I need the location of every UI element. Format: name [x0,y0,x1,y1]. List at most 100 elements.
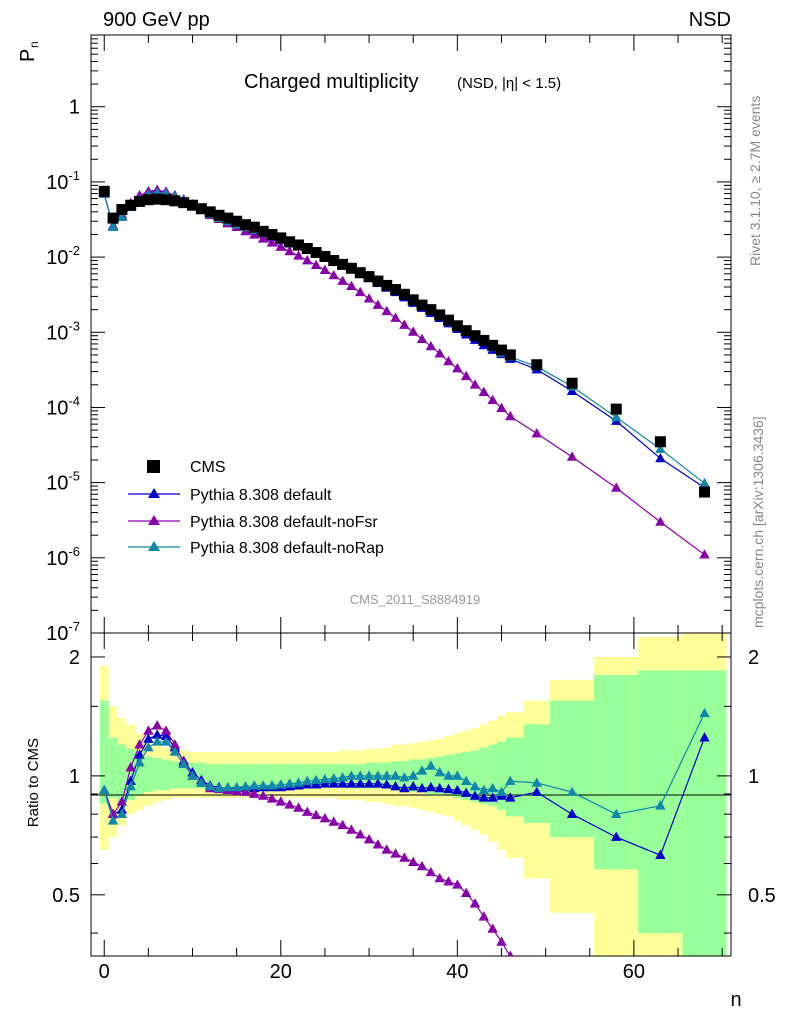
band-inner [179,761,189,789]
series-point-nofsr [293,250,304,260]
ratio-point-norap [275,779,287,789]
ratio-point-nofsr [169,739,181,749]
series-point-nofsr [416,333,428,344]
ratio-point-default [346,778,357,788]
ratio-point-nofsr [443,876,454,886]
ratio-point-default [505,792,516,802]
ratio-series-group [99,707,710,956]
band-inner [214,764,224,787]
ratio-point-norap [204,781,216,791]
ratio-point-nofsr [257,790,269,800]
y-axis-label-top-sub: n [27,41,41,48]
ratio-point-default [372,778,384,788]
cms-point [107,212,119,224]
cms-point [531,359,543,371]
ratio-point-norap [505,775,516,785]
header-right: NSD [689,9,731,31]
ratio-point-nofsr [143,725,154,735]
series-point-nofsr [372,299,384,309]
ratio-point-norap [169,746,181,756]
band-inner [143,756,153,793]
mcplots-label: mcplots.cern.ch [arXiv:1306.3436] [750,416,766,628]
series-point-nofsr [434,348,445,358]
ratio-point-default [160,730,172,741]
cms-point [416,299,428,311]
ratio-point-norap [178,758,189,769]
top-series-group [98,184,711,559]
ratio-point-nofsr [284,799,295,809]
ratio-point-nofsr [390,848,401,858]
y-tick-exponent: -4 [68,393,80,408]
ratio-point-nofsr [460,887,472,897]
x-tick-label: 60 [623,961,645,983]
y-tick-exponent: -3 [68,318,80,333]
series-point-nofsr [452,362,463,373]
ratio-point-default [407,781,419,791]
cms-point [178,197,190,209]
ratio-tick-label-left: 1 [69,766,80,788]
cms-point [443,314,455,326]
series-point-nofsr [531,428,543,438]
ratio-point-nofsr [487,923,498,933]
ratio-point-default [143,733,154,743]
series-point-norap [655,443,666,453]
cms-point [257,225,269,237]
cms-point [310,247,322,259]
ratio-point-default [531,786,543,796]
band-inner [267,764,277,787]
series-point-nofsr [266,237,278,247]
ratio-point-default [416,782,428,793]
y-tick-exponent: -7 [68,619,80,634]
cms-point [460,325,472,337]
ratio-point-nofsr [328,816,339,826]
ratio-point-nofsr [116,796,128,806]
series-point-nofsr [302,255,313,265]
ratio-panel-axis-ticks: 0.5 0.5 1 1 2 2 [52,647,776,934]
ratio-point-nofsr [425,866,437,877]
ratio-tick-label-left: 0.5 [52,885,80,907]
series-point-nofsr [284,245,295,256]
ratio-point-norap [187,770,198,780]
ratio-point-norap [284,778,295,788]
cms-point [345,262,357,274]
ratio-point-nofsr [337,819,348,830]
ratio-point-norap [319,773,331,784]
cms-point [354,267,366,279]
ratio-point-nofsr [355,829,366,839]
title-main: Charged multiplicity [244,71,419,93]
band-inner [497,741,506,810]
cms-point [319,250,331,262]
ratio-point-default [655,849,666,860]
ratio-point-default [337,778,348,788]
series-point-nofsr [478,386,490,396]
ratio-point-default [566,808,578,819]
series-point-norap [107,221,119,232]
ratio-point-norap [107,815,119,825]
series-point-nofsr [363,293,375,303]
cms-point [187,199,199,211]
band-inner [285,764,295,787]
band-inner [249,764,259,787]
band-inner [126,748,136,800]
cms-point [151,193,163,205]
series-point-nofsr [346,280,357,291]
cms-point [275,232,287,244]
ratio-point-norap [407,770,419,780]
ratio-point-nofsr [363,834,375,844]
ratio-point-nofsr [469,898,481,908]
series-point-nofsr [460,370,472,381]
ratio-point-nofsr [452,879,463,889]
band-inner [170,761,180,789]
ratio-point-nofsr [434,872,445,883]
ratio-point-nofsr [346,824,357,834]
ratio-tick-label-right: 1 [748,766,759,788]
ratio-point-norap [302,775,313,785]
cms-point [469,330,481,342]
ratio-point-norap [134,757,145,767]
ratio-point-default [390,781,401,791]
band-inner [426,757,436,794]
cms-point [169,195,181,207]
cms-point [266,228,278,240]
cms-point [407,294,419,306]
analysis-label: CMS_2011_S8884919 [350,592,481,607]
